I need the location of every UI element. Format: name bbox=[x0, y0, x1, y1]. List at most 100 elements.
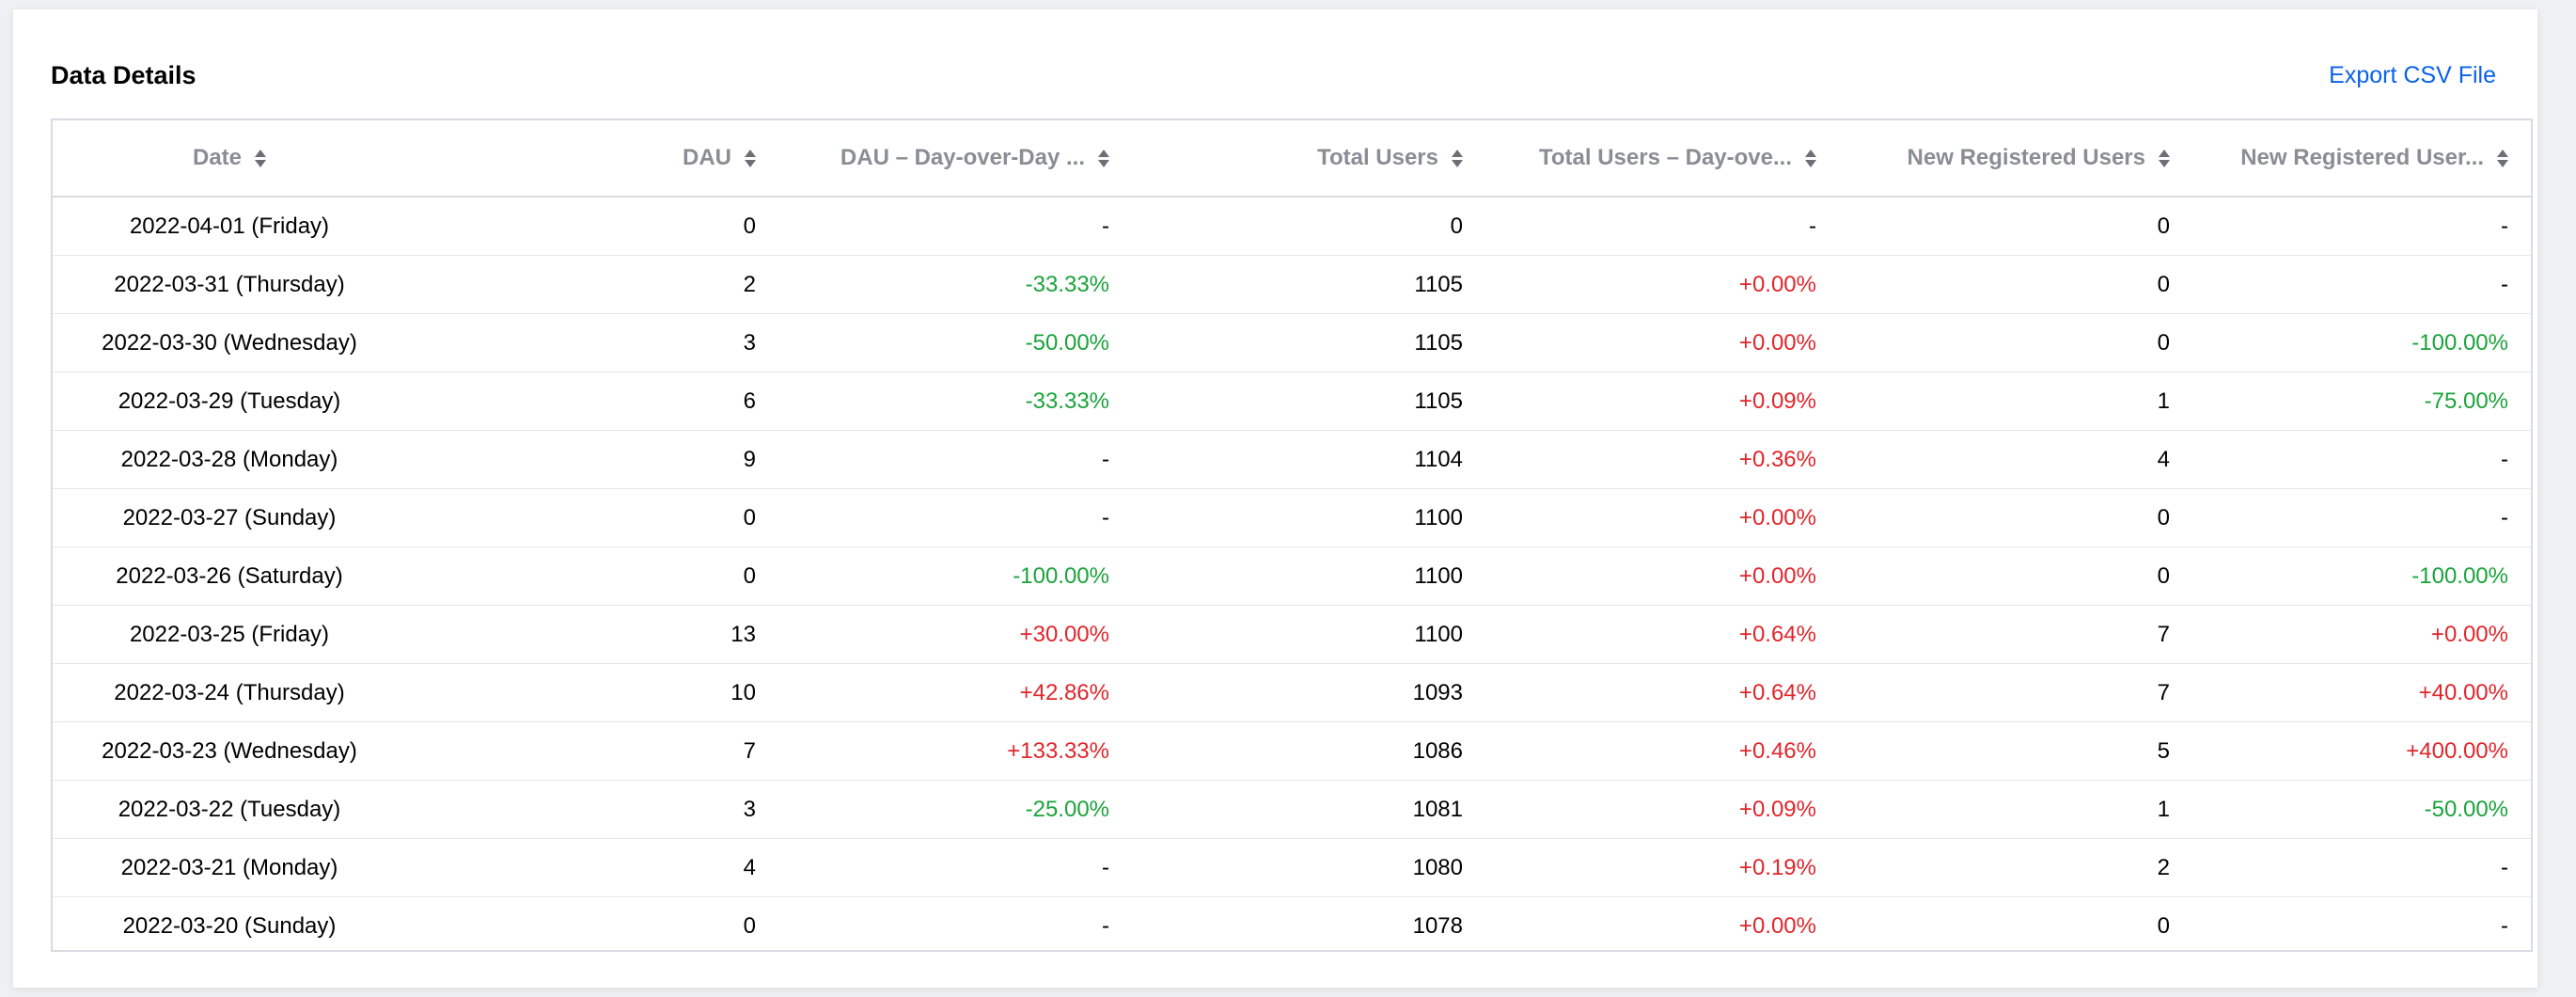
cell-new_dod: +0.00% bbox=[2192, 605, 2531, 664]
table-header-row: Date DAU DAU – Day-over-Day ... Total Users… bbox=[53, 120, 2531, 198]
export-csv-link[interactable]: Export CSV File bbox=[2329, 61, 2496, 88]
cell-dau: 3 bbox=[406, 780, 778, 839]
column-header-dau_dod[interactable]: DAU – Day-over-Day ... bbox=[778, 120, 1132, 198]
cell-total_dod: +0.36% bbox=[1485, 430, 1839, 489]
cell-dau: 0 bbox=[406, 197, 778, 256]
sort-down-arrow-icon bbox=[2497, 159, 2508, 167]
cell-dau: 0 bbox=[406, 488, 778, 547]
sort-down-arrow-icon bbox=[745, 159, 756, 167]
table-row: 2022-04-01 (Friday) 0-0-0- bbox=[53, 197, 2531, 256]
card-header: Data Details Export CSV File bbox=[51, 47, 2496, 103]
column-header-dau[interactable]: DAU bbox=[406, 120, 778, 198]
sort-icon[interactable] bbox=[255, 149, 267, 167]
cell-dau_dod: - bbox=[778, 488, 1132, 547]
cell-new: 1 bbox=[1839, 780, 2192, 839]
sort-down-arrow-icon bbox=[255, 159, 267, 167]
cell-total_dod: +0.64% bbox=[1485, 663, 1839, 722]
cell-dau_dod: +30.00% bbox=[778, 605, 1132, 664]
cell-new_dod: - bbox=[2192, 488, 2531, 547]
table-body: 2022-04-01 (Friday) 0-0-0-2022-03-31 (Thu… bbox=[53, 197, 2531, 951]
cell-dau: 10 bbox=[406, 663, 778, 722]
cell-new_dod: +400.00% bbox=[2192, 721, 2531, 781]
table-row: 2022-03-30 (Wednesday) 3 -50.00% 1105 +0.00%… bbox=[53, 313, 2531, 372]
sort-icon[interactable] bbox=[1805, 149, 1816, 167]
cell-dau: 4 bbox=[406, 838, 778, 897]
cell-new_dod: -75.00% bbox=[2192, 372, 2531, 431]
cell-total_dod: +0.19% bbox=[1485, 838, 1839, 897]
table-row: 2022-03-21 (Monday) 4-1080 +0.19% 2- bbox=[53, 838, 2531, 897]
cell-new: 0 bbox=[1839, 197, 2192, 256]
cell-dau: 0 bbox=[406, 546, 778, 606]
sort-up-arrow-icon bbox=[2497, 149, 2508, 157]
sort-down-arrow-icon bbox=[2159, 159, 2170, 167]
cell-total: 1100 bbox=[1132, 546, 1485, 606]
cell-total_dod: +0.00% bbox=[1485, 313, 1839, 372]
cell-new: 0 bbox=[1839, 255, 2192, 314]
cell-date: 2022-03-24 (Thursday) bbox=[53, 663, 406, 722]
table-row: 2022-03-20 (Sunday) 0 - 1078 +0.00% 0 - bbox=[53, 897, 2531, 951]
cell-total: 1093 bbox=[1132, 663, 1485, 722]
cell-dau_dod: -25.00% bbox=[778, 780, 1132, 839]
sort-icon[interactable] bbox=[1098, 149, 1109, 167]
table-row: 2022-03-31 (Thursday) 2 -33.33% 1105 +0.00% 0… bbox=[53, 255, 2531, 314]
column-header-new_dod[interactable]: New Registered User... bbox=[2192, 120, 2531, 198]
cell-date: 2022-03-29 (Tuesday) bbox=[53, 372, 406, 431]
cell-dau_dod: - bbox=[778, 838, 1132, 897]
cell-new_dod: - bbox=[2501, 912, 2508, 939]
column-header-date[interactable]: Date bbox=[53, 120, 406, 198]
cell-dau: 9 bbox=[406, 430, 778, 489]
column-header-label: DAU – Day-over-Day ... bbox=[840, 145, 1085, 170]
cell-dau: 3 bbox=[406, 313, 778, 372]
cell-dau_dod: +133.33% bbox=[778, 721, 1132, 781]
sort-icon[interactable] bbox=[2159, 149, 2170, 167]
cell-new: 7 bbox=[1839, 663, 2192, 722]
page-title: Data Details bbox=[51, 60, 196, 89]
cell-total: 0 bbox=[1132, 197, 1485, 256]
cell-total: 1105 bbox=[1132, 372, 1485, 431]
column-header-total[interactable]: Total Users bbox=[1132, 120, 1485, 198]
cell-new: 2 bbox=[1839, 838, 2192, 897]
sort-icon[interactable] bbox=[745, 149, 756, 167]
cell-dau: 6 bbox=[406, 372, 778, 431]
cell-total_dod: - bbox=[1485, 197, 1839, 256]
cell-total_dod: +0.09% bbox=[1485, 780, 1839, 839]
cell-total_dod: +0.46% bbox=[1485, 721, 1839, 781]
cell-new_dod: - bbox=[2192, 255, 2531, 314]
sort-up-arrow-icon bbox=[2159, 149, 2170, 157]
cell-new_dod: +40.00% bbox=[2192, 663, 2531, 722]
cell-new_dod: -100.00% bbox=[2192, 313, 2531, 372]
cell-date: 2022-03-27 (Sunday) bbox=[53, 488, 406, 547]
cell-total: 1100 bbox=[1132, 488, 1485, 547]
cell-total_dod: +0.00% bbox=[1485, 488, 1839, 547]
data-details-card: Data Details Export CSV File Date DAU DAU … bbox=[13, 9, 2537, 988]
cell-total: 1100 bbox=[1132, 605, 1485, 664]
table-header: Date DAU DAU – Day-over-Day ... Total Users… bbox=[53, 120, 2531, 198]
sort-icon[interactable] bbox=[1452, 149, 1463, 167]
cell-date: 2022-03-20 (Sunday) bbox=[122, 912, 337, 939]
cell-date: 2022-04-01 (Friday) bbox=[53, 197, 406, 256]
cell-new_dod: - bbox=[2192, 197, 2531, 256]
data-table-container: Date DAU DAU – Day-over-Day ... Total Users… bbox=[51, 119, 2533, 952]
column-header-content: DAU – Day-over-Day ... bbox=[840, 145, 1109, 171]
sort-icon[interactable] bbox=[2497, 149, 2508, 167]
sort-up-arrow-icon bbox=[1098, 149, 1109, 157]
column-header-content: New Registered Users bbox=[1908, 145, 2170, 171]
cell-date: 2022-03-21 (Monday) bbox=[53, 838, 406, 897]
cell-dau_dod: -33.33% bbox=[778, 255, 1132, 314]
cell-dau_dod: -100.00% bbox=[778, 546, 1132, 606]
column-header-new[interactable]: New Registered Users bbox=[1839, 120, 2192, 198]
column-header-content: New Registered User... bbox=[2240, 145, 2508, 171]
cell-new_dod: - bbox=[2192, 430, 2531, 489]
cell-total_dod: +0.64% bbox=[1485, 605, 1839, 664]
column-header-total_dod[interactable]: Total Users – Day-ove... bbox=[1485, 120, 1839, 198]
data-table: Date DAU DAU – Day-over-Day ... Total Users… bbox=[53, 120, 2531, 951]
cell-total_dod: +0.00% bbox=[1485, 546, 1839, 606]
sort-down-arrow-icon bbox=[1098, 159, 1109, 167]
table-row: 2022-03-27 (Sunday) 0-1100 +0.00% 0- bbox=[53, 488, 2531, 547]
table-row: 2022-03-29 (Tuesday) 6 -33.33% 1105 +0.09% 1-… bbox=[53, 372, 2531, 431]
column-header-content: Date bbox=[193, 145, 267, 171]
cell-dau: 2 bbox=[406, 255, 778, 314]
cell-date: 2022-03-30 (Wednesday) bbox=[53, 313, 406, 372]
column-header-content: Total Users bbox=[1317, 145, 1463, 171]
cell-new: 0 bbox=[1839, 488, 2192, 547]
